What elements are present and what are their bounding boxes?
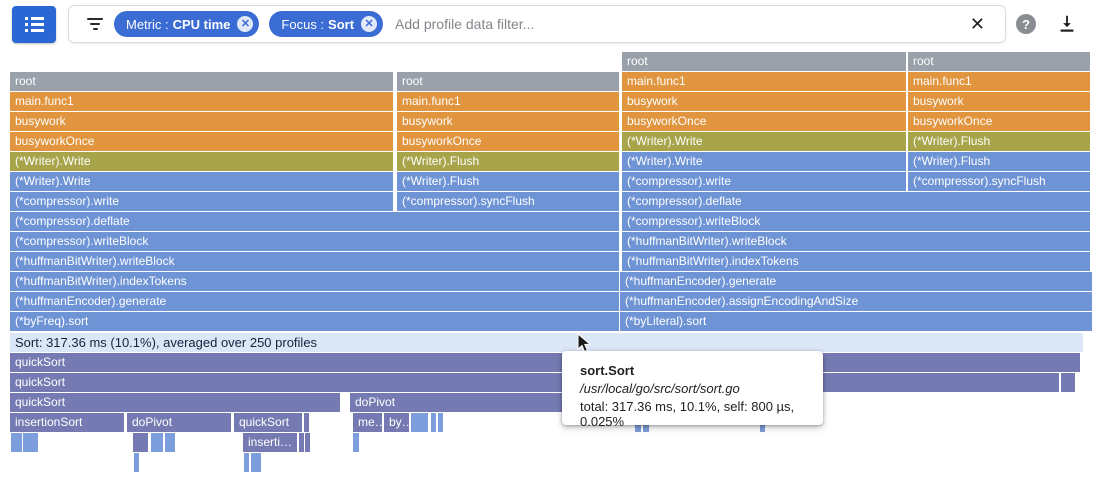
flame-frame[interactable]: busywork xyxy=(622,92,906,111)
chip-value: Sort xyxy=(328,16,355,32)
flame-frame[interactable]: root xyxy=(397,72,619,91)
flame-frame[interactable]: me… xyxy=(353,413,382,432)
flame-frame[interactable] xyxy=(11,433,22,452)
flame-frame[interactable] xyxy=(23,433,28,452)
flame-frame[interactable] xyxy=(353,433,359,452)
flame-frame[interactable]: (*Writer).Flush xyxy=(908,152,1090,171)
flame-frame[interactable]: (*byFreq).sort xyxy=(10,312,619,331)
download-button[interactable] xyxy=(1056,13,1078,35)
flame-frame[interactable]: (*huffmanEncoder).generate xyxy=(620,272,1092,291)
flame-frame[interactable]: quickSort xyxy=(10,393,340,412)
flame-frame[interactable]: (*Writer).Write xyxy=(10,172,393,191)
flame-frame[interactable]: busyworkOnce xyxy=(622,112,906,131)
flame-frame[interactable]: (*Writer).Write xyxy=(622,152,906,171)
flame-frame[interactable]: inserti… xyxy=(243,433,297,452)
mouse-cursor-icon xyxy=(577,332,592,359)
flame-frame[interactable]: (*huffmanEncoder).assignEncodingAndSize xyxy=(620,292,1092,311)
focused-frame-summary[interactable]: Sort: 317.36 ms (10.1%), averaged over 2… xyxy=(10,333,1083,352)
chip-remove-icon[interactable]: ✕ xyxy=(237,16,254,32)
flame-frame[interactable]: (*compressor).write xyxy=(622,172,906,191)
flame-frame[interactable]: main.func1 xyxy=(908,72,1090,91)
flame-frame[interactable] xyxy=(244,453,249,472)
chip-prefix: Metric : xyxy=(126,16,169,32)
flame-frame[interactable]: (*huffmanBitWriter).writeBlock xyxy=(10,252,619,271)
filter-bar[interactable]: Metric : CPU time ✕ Focus : Sort ✕ Add p… xyxy=(68,5,1006,43)
tooltip-stats: total: 317.36 ms, 10.1%, self: 800 µs, 0… xyxy=(580,399,795,429)
flame-frame[interactable]: (*compressor).deflate xyxy=(10,212,619,231)
flame-frame[interactable]: (*huffmanBitWriter).writeBlock xyxy=(622,232,1090,251)
flame-frame[interactable] xyxy=(1061,373,1075,392)
filter-input-placeholder[interactable]: Add profile data filter... xyxy=(395,16,535,32)
flame-frame[interactable]: quickSort xyxy=(10,373,1059,392)
flame-frame[interactable] xyxy=(251,453,256,472)
flame-frame[interactable] xyxy=(33,433,38,452)
view-list-button[interactable] xyxy=(12,6,56,43)
flame-frame[interactable]: busyworkOnce xyxy=(10,132,393,151)
flame-frame[interactable]: (*Writer).Write xyxy=(622,132,906,151)
flame-frame[interactable] xyxy=(151,433,163,452)
tooltip-source-path: /usr/local/go/src/sort/sort.go xyxy=(580,381,740,396)
flame-frame[interactable]: busyworkOnce xyxy=(908,112,1090,131)
flame-frame[interactable] xyxy=(256,453,261,472)
flame-frame[interactable]: (*huffmanBitWriter).indexTokens xyxy=(622,252,1090,271)
flame-frame[interactable]: (*Writer).Flush xyxy=(908,132,1090,151)
flame-frame[interactable]: root xyxy=(10,72,393,91)
tooltip-function-name: sort.Sort xyxy=(580,363,635,378)
flame-frame[interactable]: root xyxy=(908,52,1090,71)
view-list-icon xyxy=(24,17,44,32)
flame-frame[interactable]: (*compressor).writeBlock xyxy=(10,232,619,251)
help-button[interactable]: ? xyxy=(1016,14,1036,34)
flame-frame[interactable]: (*compressor).write xyxy=(10,192,393,211)
flame-frame[interactable]: busywork xyxy=(397,112,619,131)
flame-frame[interactable] xyxy=(28,433,33,452)
flame-frame[interactable] xyxy=(411,413,428,432)
flame-frame[interactable] xyxy=(431,413,436,432)
toolbar: Metric : CPU time ✕ Focus : Sort ✕ Add p… xyxy=(0,0,1096,50)
flame-frame[interactable] xyxy=(304,413,309,432)
flame-frame[interactable]: (*huffmanBitWriter).indexTokens xyxy=(10,272,619,291)
flame-frame[interactable]: insertionSort xyxy=(10,413,124,432)
flame-frame[interactable]: busywork xyxy=(10,112,393,131)
flame-frame[interactable] xyxy=(170,433,175,452)
flame-frame[interactable]: busyworkOnce xyxy=(397,132,619,151)
flame-frame[interactable]: main.func1 xyxy=(10,92,393,111)
flame-frame[interactable]: quickSort xyxy=(234,413,302,432)
flame-frame[interactable]: (*compressor).syncFlush xyxy=(397,192,619,211)
flame-frame[interactable] xyxy=(438,413,443,432)
flame-frame[interactable] xyxy=(305,433,310,452)
flame-frame[interactable]: main.func1 xyxy=(397,92,619,111)
flame-frame[interactable]: (*huffmanEncoder).generate xyxy=(10,292,619,311)
filter-list-icon xyxy=(86,18,104,30)
flame-frame[interactable]: by… xyxy=(384,413,409,432)
flame-frame[interactable]: (*compressor).syncFlush xyxy=(908,172,1090,191)
flame-frame[interactable]: (*Writer).Flush xyxy=(397,172,619,191)
flame-frame[interactable]: (*Writer).Write xyxy=(10,152,393,171)
flame-frame[interactable]: busywork xyxy=(908,92,1090,111)
chip-remove-icon[interactable]: ✕ xyxy=(361,16,378,32)
chip-prefix: Focus : xyxy=(281,16,325,32)
filter-chip-focus[interactable]: Focus : Sort ✕ xyxy=(269,11,384,37)
frame-tooltip: sort.Sort /usr/local/go/src/sort/sort.go… xyxy=(562,351,823,429)
flame-frame[interactable]: root xyxy=(622,52,906,71)
chip-value: CPU time xyxy=(172,16,231,32)
flame-frame[interactable]: main.func1 xyxy=(622,72,906,91)
clear-filters-button[interactable]: ✕ xyxy=(964,14,991,34)
flame-frame[interactable] xyxy=(299,433,304,452)
flame-frame[interactable] xyxy=(133,433,148,452)
flame-frame[interactable]: doPivot xyxy=(127,413,231,432)
flame-frame[interactable]: (*Writer).Flush xyxy=(397,152,619,171)
flame-frame[interactable]: (*compressor).deflate xyxy=(622,192,1090,211)
flame-frame[interactable]: (*compressor).writeBlock xyxy=(622,212,1090,231)
flame-frame[interactable] xyxy=(134,453,139,472)
flame-frame[interactable]: doPivot xyxy=(350,393,602,412)
flame-frame[interactable] xyxy=(165,433,170,452)
flame-frame[interactable]: quickSort xyxy=(10,353,1080,372)
filter-chip-metric[interactable]: Metric : CPU time ✕ xyxy=(114,11,260,37)
flame-frame[interactable]: (*byLiteral).sort xyxy=(620,312,1092,331)
download-icon xyxy=(1060,15,1074,32)
